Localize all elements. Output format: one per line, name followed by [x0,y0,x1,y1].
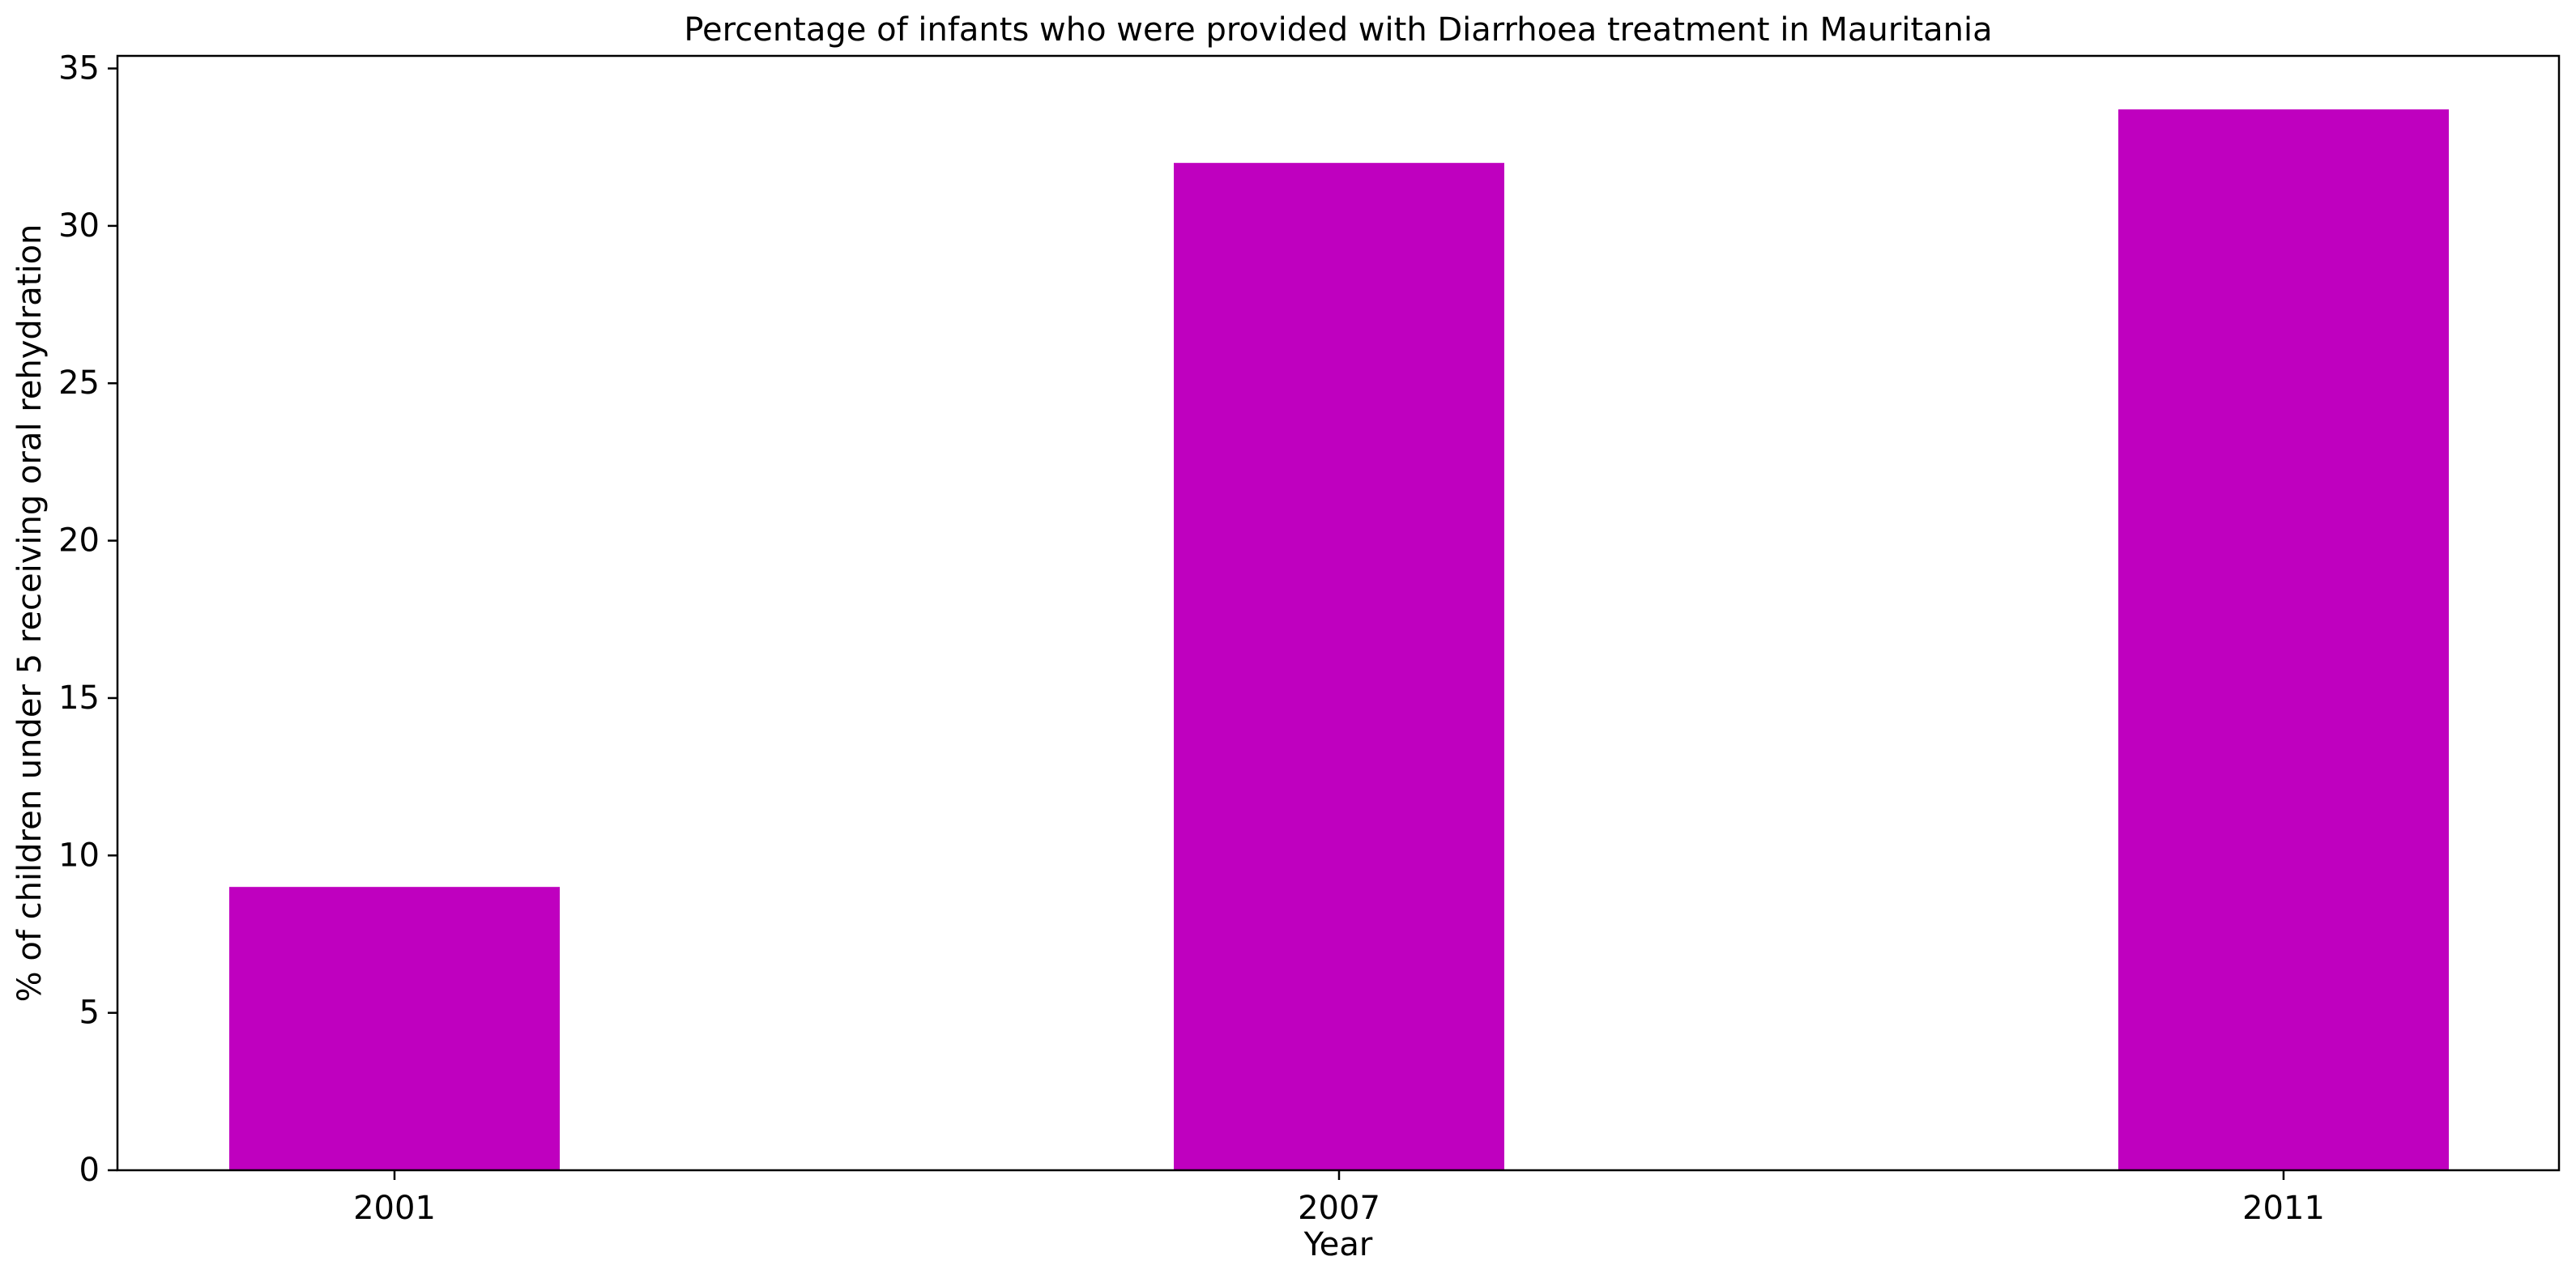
chart-title: Percentage of infants who were provided … [684,11,1992,49]
bar-2001 [229,887,560,1170]
y-tick-label: 25 [58,364,100,402]
y-tick-label: 0 [79,1152,100,1189]
x-tick-label: 2007 [1298,1190,1380,1227]
y-tick-label: 15 [58,679,100,717]
y-tick-label: 35 [58,50,100,87]
y-tick-label: 30 [58,207,100,245]
bar-2011 [2118,109,2449,1170]
x-tick-label: 2001 [353,1190,436,1227]
y-tick-label: 20 [58,522,100,560]
y-axis-label: % of children under 5 receiving oral reh… [11,224,49,1003]
bar-2007 [1174,163,1504,1170]
bars-layer [229,109,2449,1170]
x-axis-label: Year [1303,1226,1373,1263]
x-tick-label: 2011 [2242,1190,2325,1227]
y-tick-label: 5 [79,995,100,1032]
x-axis: 2001 2007 2011 [353,1170,2325,1227]
plot-frame [116,54,2561,1172]
y-axis: 0 5 10 15 20 25 30 35 [58,50,117,1189]
y-tick-label: 10 [58,837,100,874]
